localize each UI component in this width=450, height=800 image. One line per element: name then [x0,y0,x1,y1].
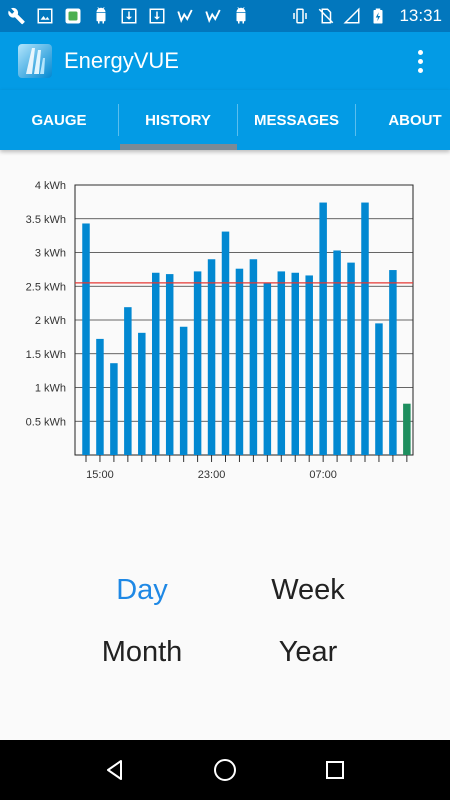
data-bar [375,323,383,455]
y-tick-label: 0.5 kWh [26,416,66,428]
y-tick-label: 2.5 kWh [26,281,66,293]
tab-divider [355,104,356,136]
period-year-button[interactable]: Year [278,636,338,668]
y-tick-label: 3 kWh [35,248,66,260]
no-sim-icon [317,7,335,25]
no-signal-icon [343,7,361,25]
data-bar [347,262,355,455]
data-bar [207,259,216,455]
check-badge-icon [204,7,222,25]
download-icon [120,7,138,25]
history-bar-chart: 0.5 kWh 1 kWh 1.5 kWh 2 kWh 2.5 kWh 3 kWh 3.5 … [26,180,414,481]
y-tick-label: 2 kWh [35,315,66,327]
data-bar [193,271,202,455]
y-tick-label: 4 kWh [35,180,66,192]
data-bar [152,272,160,455]
x-tick-label: 23:00 [198,469,226,481]
notification-icons [8,7,250,25]
data-bar [333,250,341,455]
app-logo-icon [18,44,52,78]
tab-history[interactable]: HISTORY [145,111,211,129]
tab-messages[interactable]: MESSAGES [253,111,340,129]
system-nav-bar [0,740,450,800]
data-bar [124,307,132,455]
data-bar [179,326,188,455]
period-month-button[interactable]: Month [101,636,183,668]
data-bar [319,202,327,455]
data-bar [263,282,272,455]
system-icons: 13:31 [291,6,442,26]
data-bar [403,403,411,455]
status-bar: 13:31 [0,0,450,32]
clock: 13:31 [399,6,442,25]
app-bar: EnergyVUE [0,32,450,90]
data-bar [221,231,230,455]
selected-tab-indicator [120,144,237,150]
y-tick-label: 1 kWh [35,383,66,395]
x-tick-label: 07:00 [309,469,337,481]
overflow-menu-icon[interactable] [408,45,432,77]
data-bar [235,268,244,455]
tab-divider [118,104,119,136]
wrench-icon [8,7,26,25]
tab-bar: GAUGE HISTORY MESSAGES ABOUT [0,90,450,150]
home-circle-icon[interactable] [205,750,245,790]
recents-square-icon[interactable] [315,750,355,790]
tab-about[interactable]: ABOUT [388,111,442,129]
android-notify-icon [64,7,82,25]
data-bar [165,274,174,455]
data-bar [389,270,397,455]
back-triangle-icon[interactable] [95,750,135,790]
period-week-button[interactable]: Week [271,574,345,606]
android-robot-icon [92,7,110,25]
image-icon [36,7,54,25]
data-bar [361,202,369,455]
data-bar [82,223,90,455]
data-bar [277,271,286,455]
data-bar [110,363,118,455]
download-icon [148,7,166,25]
y-tick-label: 1.5 kWh [26,349,66,361]
data-bar [249,259,258,455]
app-title: EnergyVUE [64,48,179,73]
data-bar [291,272,299,455]
check-badge-icon [176,7,194,25]
x-tick-label: 15:00 [86,469,114,481]
y-tick-label: 3.5 kWh [26,214,66,226]
data-bar [96,338,104,455]
usage-history-chart: 0.5 kWh 1 kWh 1.5 kWh 2 kWh 2.5 kWh 3 kWh 3.5 … [0,170,450,490]
battery-charging-icon [369,7,387,25]
tab-divider [237,104,238,136]
tab-gauge[interactable]: GAUGE [31,111,87,129]
data-bar [138,332,146,455]
period-day-button[interactable]: Day [116,574,168,606]
android-robot-icon [232,7,250,25]
data-bar [305,275,313,455]
vibrate-icon [291,7,309,25]
